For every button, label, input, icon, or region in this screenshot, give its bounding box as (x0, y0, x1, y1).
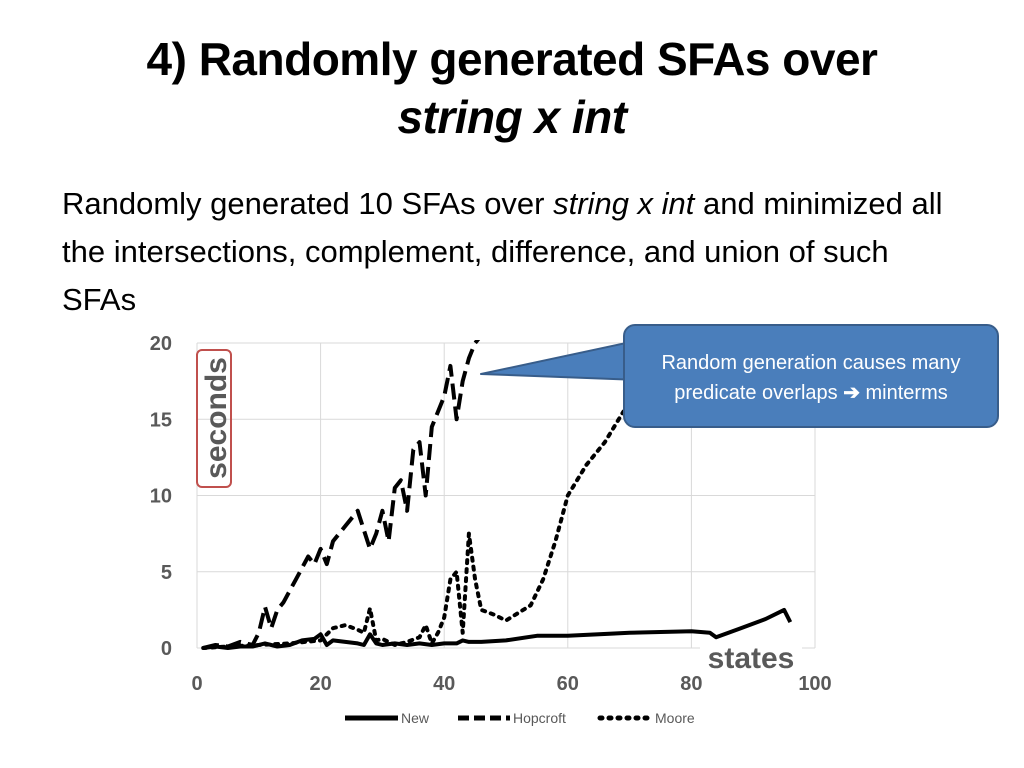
callout-line2-prefix: predicate overlaps (674, 382, 844, 404)
legend-label-new: New (401, 710, 430, 726)
x-tick-label: 40 (433, 673, 455, 695)
y-tick-label: 20 (150, 333, 172, 355)
slide-title: 4) Randomly generated SFAs over string x… (0, 30, 1024, 146)
callout-line2: predicate overlaps ➔ minterms (625, 378, 997, 408)
slide-title-line2: string x int (0, 88, 1024, 146)
y-tick-label: 5 (161, 562, 172, 584)
y-tick-label: 10 (150, 486, 172, 508)
y-tick-label: 15 (150, 409, 172, 431)
legend-label-hopcroft: Hopcroft (513, 710, 566, 726)
slide-title-line1: 4) Randomly generated SFAs over (146, 33, 878, 85)
ylabel-highlight-box (196, 349, 232, 488)
callout-line2-suffix: minterms (859, 382, 948, 404)
series-line-moore (201, 409, 626, 650)
callout-pointer (480, 339, 641, 381)
body-text-part1: Randomly generated 10 SFAs over (62, 186, 554, 221)
x-tick-label: 0 (191, 673, 202, 695)
x-tick-label: 60 (557, 673, 579, 695)
legend-label-moore: Moore (655, 710, 695, 726)
y-axis-label: seconds (200, 357, 233, 479)
x-axis-label: states (708, 642, 795, 675)
body-text-part2: and minimized all the intersections, com… (62, 186, 943, 317)
body-text-italic: string x int (553, 186, 695, 221)
x-tick-label: 100 (798, 673, 831, 695)
x-tick-label: 20 (309, 673, 331, 695)
callout-line1: Random generation causes many (661, 352, 961, 374)
x-tick-label: 80 (680, 673, 702, 695)
right-arrow-icon: ➔ (843, 382, 860, 404)
xlabel-background (700, 642, 802, 674)
y-tick-label: 0 (161, 638, 172, 660)
slide-body-text: Randomly generated 10 SFAs over string x… (62, 180, 962, 324)
slide-title-italic: string x int (397, 91, 627, 143)
callout-box: Random generation causes many predicate … (623, 324, 999, 428)
series-line-hopcroft (202, 340, 481, 650)
